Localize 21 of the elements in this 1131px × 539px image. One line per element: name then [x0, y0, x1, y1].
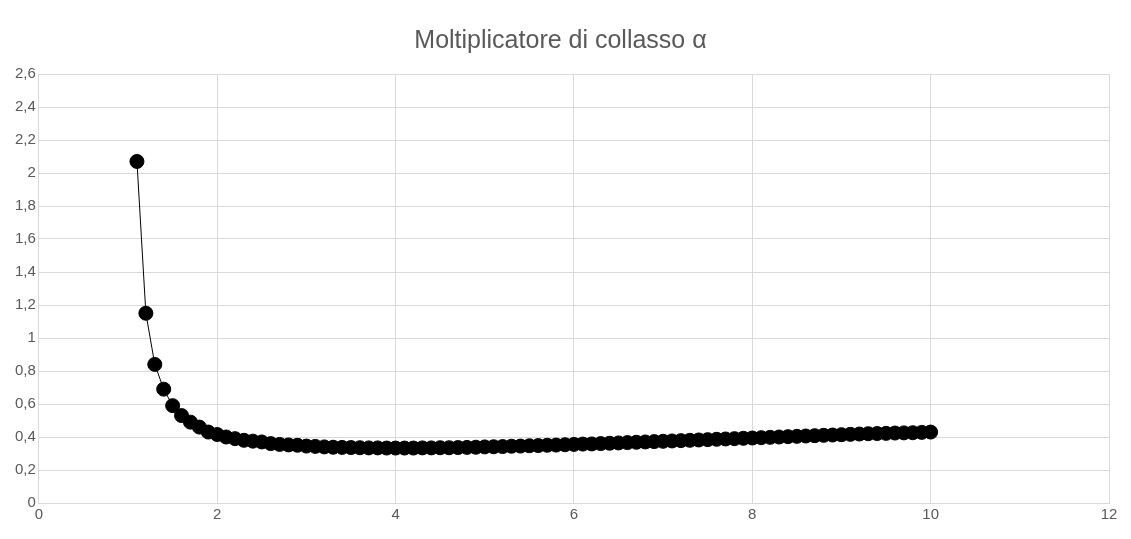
y-tick-label: 2,2 — [14, 130, 36, 148]
x-tick-label: 6 — [569, 505, 579, 523]
y-tick-label: 1,6 — [14, 229, 36, 247]
y-tick-label: 0,2 — [14, 460, 36, 478]
y-tick-label: 1,8 — [14, 196, 36, 214]
y-tick-label: 0 — [27, 493, 36, 511]
y-tick-label: 1 — [27, 328, 36, 346]
y-tick-label: 1,2 — [14, 295, 36, 313]
y-tick-label: 2,4 — [14, 97, 36, 115]
x-tick-label: 10 — [922, 505, 939, 523]
chart-title: Moltiplicatore di collasso α — [414, 24, 707, 53]
y-tick-label: 1,4 — [14, 262, 36, 280]
x-tick-label: 2 — [213, 505, 222, 523]
y-tick-label: 0,6 — [14, 394, 36, 412]
x-tick-label: 4 — [391, 505, 400, 523]
y-tick-label: 2 — [27, 163, 36, 181]
y-tick-label: 0,8 — [14, 361, 36, 379]
x-tick-label: 12 — [1100, 505, 1118, 523]
y-tick-label: 0,4 — [14, 427, 36, 445]
y-tick-label: 2,6 — [14, 64, 36, 82]
x-tick-label: 8 — [748, 505, 757, 523]
